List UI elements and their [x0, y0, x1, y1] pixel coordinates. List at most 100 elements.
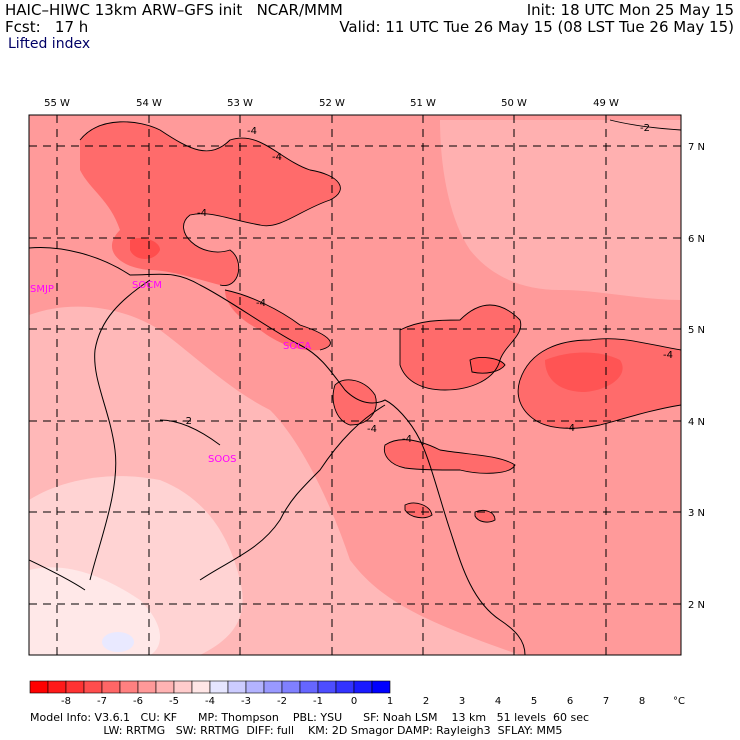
colorbar-tick: -1 — [313, 696, 323, 707]
colorbar-swatch — [155, 680, 175, 694]
contour-label: -4 — [256, 298, 266, 309]
model-info-line2: LW: RRTMG SW: RRTMG DIFF: full KM: 2D Sm… — [30, 724, 563, 737]
contour-nw — [79, 121, 341, 286]
model-info-line1: Model Info: V3.6.1 CU: KF MP: Thompson P… — [30, 711, 590, 724]
field-region-positive — [102, 632, 134, 652]
colorbar-unit: °C — [673, 696, 685, 707]
contour-label: -4 — [565, 423, 575, 434]
lon-label: 54 W — [136, 98, 162, 109]
colorbar-swatch — [281, 680, 301, 694]
station-label: SOOS — [208, 454, 236, 465]
contour-label: -2 — [182, 416, 192, 427]
valid-time: Valid: 11 UTC Tue 26 May 15 (08 LST Tue … — [339, 18, 734, 36]
station-label: SOCM — [132, 280, 162, 291]
colorbar-tick: 2 — [423, 696, 429, 707]
contour-ne — [609, 119, 681, 131]
field-region-ne — [440, 120, 681, 300]
contour-east2 — [517, 338, 681, 429]
colorbar-swatch — [353, 680, 373, 694]
lat-label: 3 N — [688, 508, 705, 519]
colorbar-swatch — [65, 680, 85, 694]
contour-spot2 — [474, 509, 496, 523]
contour-lines — [79, 119, 681, 523]
colorbar-swatch — [47, 680, 67, 694]
colorbar-tick: 0 — [351, 696, 357, 707]
field-region-spot2 — [475, 510, 495, 523]
contour-label: -4 — [663, 350, 673, 361]
lon-label: 49 W — [593, 98, 619, 109]
colorbar-swatch — [317, 680, 337, 694]
field-region-east-core — [545, 352, 623, 392]
colorbar-tick: 5 — [531, 696, 537, 707]
colorbar-swatch — [371, 680, 391, 694]
colorbar-swatch — [137, 680, 157, 694]
field-region-0 — [29, 567, 160, 655]
colorbar-tick: 3 — [459, 696, 465, 707]
lon-label: 52 W — [319, 98, 345, 109]
border-south — [29, 559, 86, 591]
colorbar-tick: -4 — [205, 696, 215, 707]
forecast-hour: Fcst: 17 h — [5, 18, 89, 36]
colorbar-ticks: -8 -7 -6 -5 -4 -3 -2 -1 0 1 2 3 4 5 6 7 … — [61, 696, 685, 707]
contour-label: -4 — [247, 126, 257, 137]
colorbar — [29, 680, 391, 694]
coastline — [29, 247, 526, 655]
colorbar-swatch — [245, 680, 265, 694]
colorbar-swatch — [83, 680, 103, 694]
contour-inland — [159, 419, 221, 446]
colorbar-tick: -6 — [133, 696, 143, 707]
border-west — [89, 279, 151, 581]
contour-mid — [383, 439, 516, 474]
field-region-nw-core — [130, 238, 160, 259]
lat-label: 6 N — [688, 234, 705, 245]
filled-contours — [29, 115, 681, 655]
contour-label: -4 — [367, 424, 377, 435]
colorbar-tick: 8 — [639, 696, 645, 707]
contour-label: -4 — [197, 208, 207, 219]
colorbar-swatch — [335, 680, 355, 694]
contour-coast2 — [332, 379, 377, 426]
colorbar-swatch — [101, 680, 121, 694]
colorbar-swatch — [191, 680, 211, 694]
contour-label: -2 — [640, 123, 650, 134]
colorbar-tick: -3 — [241, 696, 251, 707]
colorbar-swatch — [263, 680, 283, 694]
contour-coast — [224, 289, 331, 351]
lon-label: 53 W — [227, 98, 253, 109]
model-title: HAIC–HIWC 13km ARW–GFS init NCAR/MMM — [5, 1, 343, 19]
lat-label: 7 N — [688, 142, 705, 153]
field-region-coast2 — [333, 379, 377, 425]
contour-value-labels: -4 -4 -4 -4 -4 -4 -4 -4 -2 -2 — [182, 123, 673, 445]
lon-labels: 55 W 54 W 53 W 52 W 51 W 50 W 49 W — [44, 98, 619, 109]
plot-frame — [28, 114, 682, 656]
lat-label: 2 N — [688, 600, 705, 611]
colorbar-swatch — [29, 680, 49, 694]
colorbar-tick: -2 — [277, 696, 287, 707]
contour-east-spot — [469, 357, 506, 374]
station-label: SMJP — [30, 284, 54, 295]
colorbar-tick: -8 — [61, 696, 71, 707]
colorbar-tick: 6 — [567, 696, 573, 707]
init-time: Init: 18 UTC Mon 25 May 15 — [526, 1, 734, 19]
lat-label: 5 N — [688, 325, 705, 336]
contour-label: -4 — [402, 434, 412, 445]
field-region-spot — [405, 503, 432, 518]
contour-spot — [404, 502, 433, 519]
colorbar-swatch — [299, 680, 319, 694]
lat-label: 4 N — [688, 417, 705, 428]
colorbar-swatch — [173, 680, 193, 694]
colorbar-swatch — [119, 680, 139, 694]
contour-label: -4 — [272, 152, 282, 163]
colorbar-swatch — [227, 680, 247, 694]
lon-label: 51 W — [410, 98, 436, 109]
lon-label: 50 W — [501, 98, 527, 109]
field-region-coast — [225, 290, 331, 351]
field-name: Lifted index — [8, 36, 91, 52]
graticule — [29, 115, 681, 655]
contour-east1 — [399, 304, 522, 391]
lon-label: 55 W — [44, 98, 70, 109]
colorbar-tick: 1 — [387, 696, 393, 707]
colorbar-tick: 4 — [495, 696, 501, 707]
field-region-mid — [384, 439, 515, 474]
colorbar-tick: 7 — [603, 696, 609, 707]
